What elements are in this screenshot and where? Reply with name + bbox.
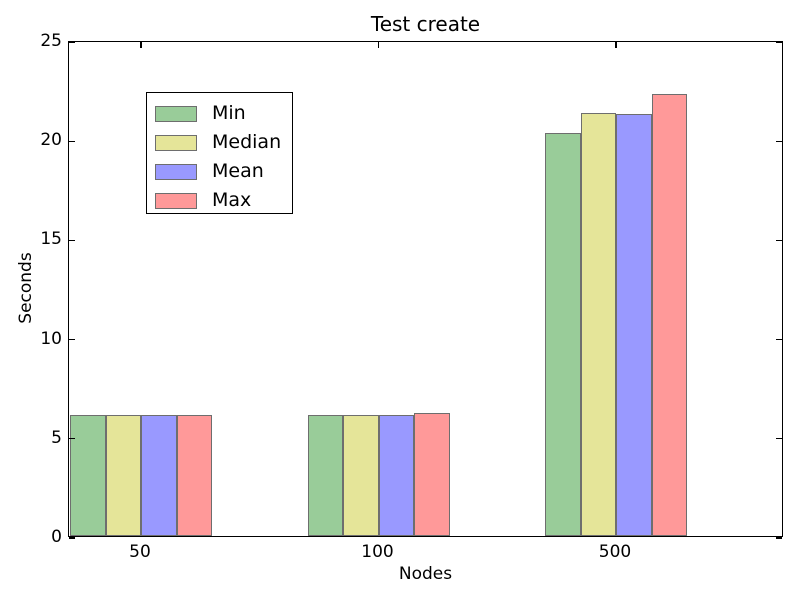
bar-max-500	[651, 93, 687, 536]
bar-max-100	[414, 413, 450, 536]
x-tick-label: 500	[598, 542, 632, 562]
bar-median-500	[580, 113, 616, 536]
legend-label: Median	[212, 131, 282, 153]
legend-swatch-mean	[155, 163, 197, 180]
bar-mean-500	[616, 114, 652, 536]
y-tick-left	[69, 140, 75, 142]
y-tick-label: 15	[40, 229, 62, 250]
x-axis-label: Nodes	[398, 564, 453, 584]
legend-item-min: Min	[155, 99, 292, 128]
legend-item-max: Max	[155, 186, 292, 215]
y-tick-right	[776, 41, 782, 43]
legend-label: Max	[212, 189, 252, 211]
legend-label: Min	[212, 102, 246, 124]
legend-swatch-median	[155, 134, 197, 151]
x-tick-top	[377, 42, 380, 48]
y-tick-left	[69, 41, 75, 43]
legend: Min Median Mean Max	[146, 92, 293, 214]
legend-item-median: Median	[155, 128, 292, 157]
y-tick-right	[776, 239, 782, 242]
y-tick-left	[69, 338, 75, 341]
x-tick-label: 50	[129, 542, 151, 562]
x-tick-top	[615, 42, 617, 48]
chart-title: Test create	[370, 12, 481, 36]
bar-median-50	[105, 414, 141, 536]
legend-label: Mean	[212, 160, 264, 182]
y-tick-label: 20	[40, 130, 62, 151]
bar-min-500	[545, 133, 581, 536]
y-tick-left	[69, 239, 75, 242]
y-tick-label: 5	[51, 427, 62, 448]
bar-min-50	[70, 414, 106, 536]
y-tick-label: 25	[40, 31, 62, 51]
y-tick-label: 0	[51, 527, 62, 547]
bar-median-100	[343, 414, 379, 536]
y-tick-left	[69, 537, 75, 539]
y-tick-right	[776, 140, 782, 142]
legend-item-mean: Mean	[155, 157, 292, 186]
bar-mean-100	[378, 414, 414, 536]
legend-swatch-max	[155, 192, 197, 209]
x-tick-label: 100	[361, 542, 394, 562]
x-tick-top	[140, 42, 142, 48]
y-tick-right	[776, 438, 782, 440]
bar-min-100	[307, 414, 343, 536]
plot-area: Min Median Mean Max	[68, 41, 783, 539]
y-tick-right	[776, 338, 782, 341]
y-tick-label: 10	[40, 328, 62, 349]
y-tick-right	[776, 537, 782, 539]
y-tick-left	[69, 438, 75, 440]
bar-max-50	[176, 414, 212, 536]
legend-swatch-min	[155, 105, 197, 122]
bar-mean-50	[141, 414, 177, 536]
